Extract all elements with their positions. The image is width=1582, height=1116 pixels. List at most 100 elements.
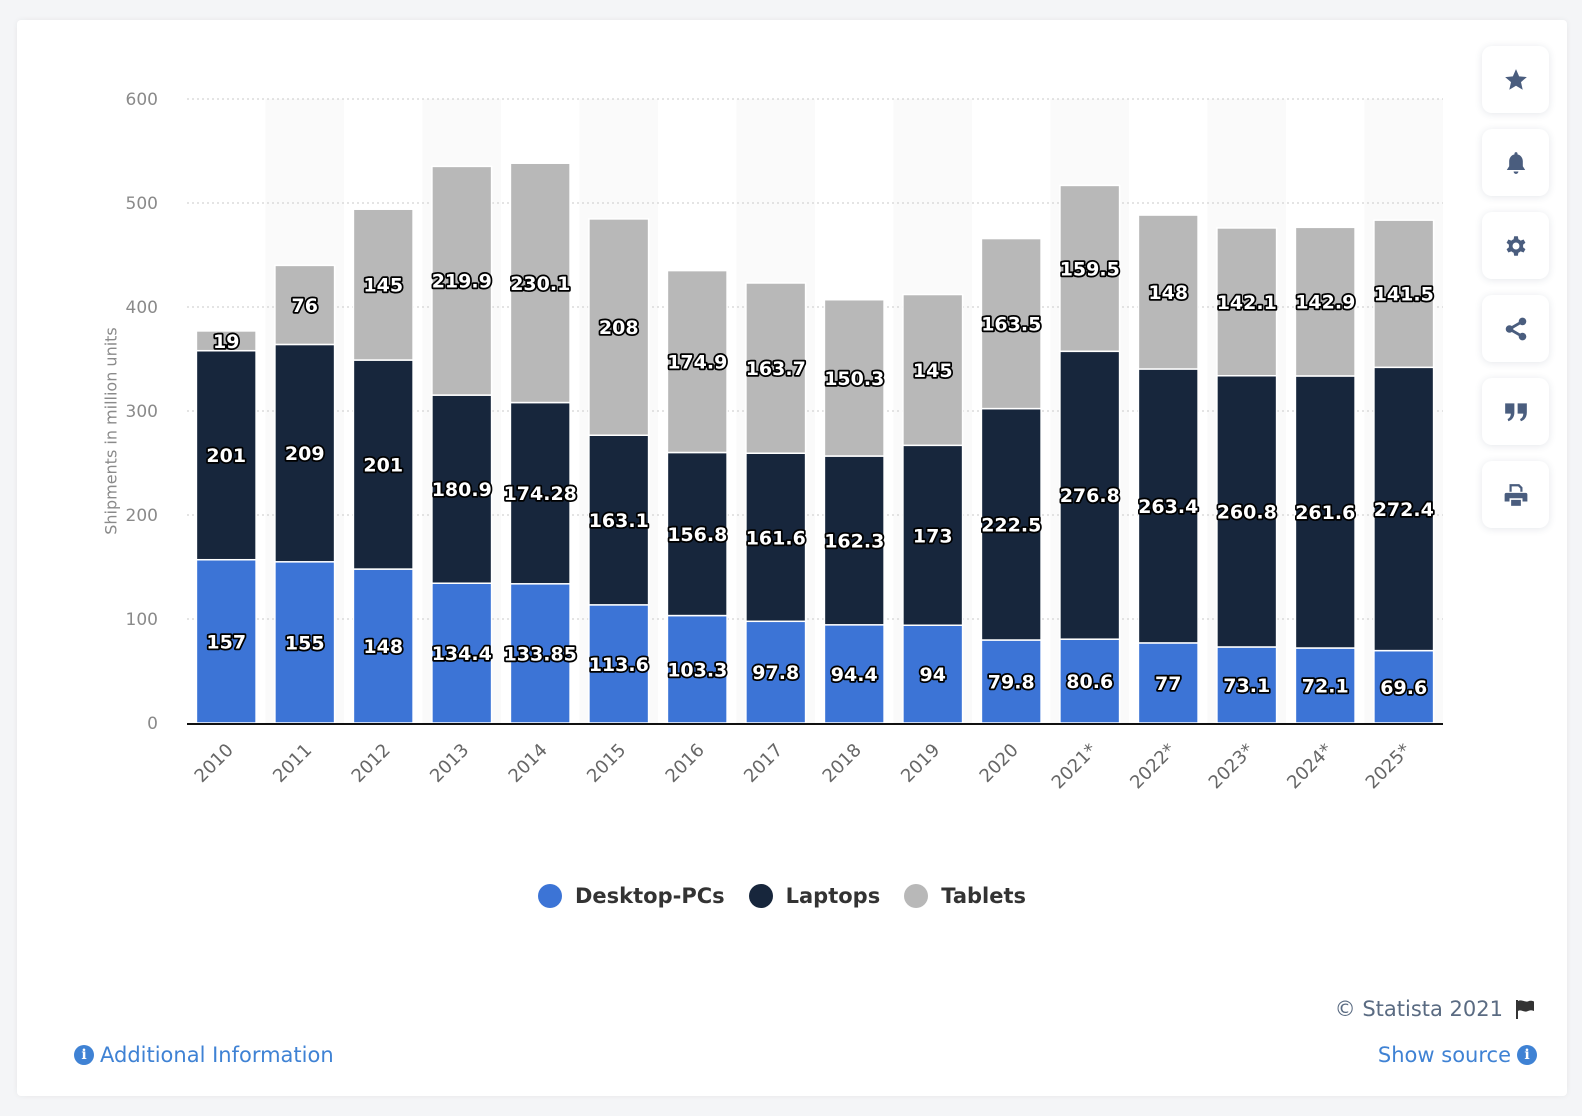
bar-segment-tablets[interactable] (588, 218, 650, 436)
y-tick-label: 200 (126, 506, 158, 526)
x-tick-label: 2021* (1048, 740, 1102, 794)
print-button[interactable] (1482, 461, 1549, 528)
y-tick-label: 400 (126, 298, 158, 318)
data-label: 276.8 (1060, 485, 1120, 507)
x-tick-label: 2020 (976, 740, 1023, 787)
data-label: 201 (363, 455, 403, 477)
bar-segment-desktop-pcs[interactable] (431, 582, 493, 724)
x-tick-label: 2014 (505, 740, 552, 787)
stacked-bar-chart: 0 100 200 300 400 500 600 157 201 19 155 209 76 148 20… (126, 90, 1443, 794)
bar-segment-tablets[interactable] (1059, 184, 1121, 353)
bar-segment-laptops[interactable] (431, 394, 493, 584)
bar-segment-tablets[interactable] (666, 269, 728, 454)
bar-segment-tablets[interactable] (823, 298, 885, 457)
data-label: 219.9 (432, 271, 492, 293)
favorite-button[interactable] (1482, 46, 1549, 113)
legend-item-desktop-pcs[interactable]: Desktop-PCs (537, 884, 725, 908)
legend-swatch-desktop-pcs (537, 884, 562, 908)
data-label: 222.5 (981, 514, 1041, 536)
data-label: 94.4 (831, 664, 878, 686)
data-label: 145 (913, 360, 953, 382)
data-label: 230.1 (510, 273, 570, 295)
data-label: 263.4 (1138, 496, 1198, 518)
bar-segment-desktop-pcs[interactable] (274, 561, 336, 724)
settings-button[interactable] (1482, 212, 1549, 279)
data-label: 155 (285, 632, 325, 654)
data-label: 148 (1148, 282, 1188, 304)
bar-segment-laptops[interactable] (745, 452, 807, 623)
data-label: 94 (920, 664, 946, 686)
data-label: 134.4 (432, 643, 492, 665)
bar-segment-tablets[interactable] (195, 330, 257, 352)
data-label: 272.4 (1374, 499, 1434, 521)
flag-icon[interactable] (1513, 997, 1537, 1021)
gear-icon (1506, 235, 1525, 256)
bar-segment-tablets[interactable] (1294, 226, 1356, 377)
quote-icon (1504, 402, 1527, 421)
data-label: 142.1 (1217, 292, 1277, 314)
data-label: 157 (206, 631, 246, 653)
bar-segment-tablets[interactable] (902, 293, 964, 447)
bar-segment-desktop-pcs[interactable] (1059, 638, 1121, 724)
bar-segment-laptops[interactable] (823, 455, 885, 626)
additional-information-link[interactable]: i Additional Information (74, 1043, 334, 1067)
data-label: 180.9 (432, 479, 492, 501)
data-label: 201 (206, 445, 246, 467)
bar-segment-desktop-pcs[interactable] (1294, 647, 1356, 724)
cite-button[interactable] (1482, 378, 1549, 445)
x-tick-label: 2011 (269, 740, 316, 787)
bar-segment-laptops[interactable] (980, 407, 1042, 641)
bar-segment-laptops[interactable] (902, 444, 964, 626)
x-tick-label: 2024* (1283, 740, 1337, 794)
bar-segment-laptops[interactable] (588, 434, 650, 606)
bar-segment-desktop-pcs[interactable] (666, 614, 728, 724)
bar-segment-tablets[interactable] (745, 282, 807, 454)
bar-segment-tablets[interactable] (352, 208, 414, 361)
data-label: 163.5 (981, 314, 1041, 336)
share-button[interactable] (1482, 295, 1549, 362)
data-label: 69.6 (1380, 677, 1427, 699)
notification-button[interactable] (1482, 129, 1549, 196)
bar-segment-desktop-pcs[interactable] (352, 568, 414, 724)
x-tick-label: 2017 (740, 740, 787, 787)
bar-segment-laptops[interactable] (195, 349, 257, 561)
bell-icon (1506, 151, 1525, 174)
data-label: 148 (363, 636, 403, 658)
x-tick-label: 2025* (1362, 740, 1416, 794)
legend-label: Tablets (941, 884, 1027, 908)
bar-segment-desktop-pcs[interactable] (1137, 642, 1199, 724)
bar-segment-tablets[interactable] (1373, 219, 1435, 369)
bar-segment-laptops[interactable] (1373, 366, 1435, 652)
bar-segment-tablets[interactable] (509, 162, 571, 404)
bar-segment-laptops[interactable] (1059, 350, 1121, 640)
bar-segment-tablets[interactable] (980, 237, 1042, 410)
show-source-link[interactable]: Show source i (1378, 1043, 1537, 1067)
bar-segment-laptops[interactable] (1216, 374, 1278, 648)
legend-item-tablets[interactable]: Tablets (904, 884, 1026, 908)
bar-segment-tablets[interactable] (1137, 214, 1199, 370)
data-label: 19 (213, 331, 239, 353)
bar-segment-laptops[interactable] (509, 401, 571, 585)
data-label: 72.1 (1302, 676, 1349, 698)
bar-segment-tablets[interactable] (274, 264, 336, 346)
data-label: 133.85 (504, 643, 577, 665)
bar-segment-tablets[interactable] (1216, 227, 1278, 377)
data-label: 73.1 (1223, 675, 1270, 697)
copyright-text: © Statista 2021 (1334, 997, 1503, 1021)
data-label: 150.3 (824, 368, 884, 390)
additional-information-label: Additional Information (100, 1043, 334, 1067)
data-label: 80.6 (1066, 671, 1113, 693)
x-tick-label: 2023* (1205, 740, 1259, 794)
data-label: 113.6 (589, 654, 649, 676)
info-icon: i (74, 1045, 94, 1065)
copyright: © Statista 2021 (1335, 997, 1537, 1021)
legend-item-laptops[interactable]: Laptops (748, 884, 880, 908)
x-tick-label: 2019 (897, 740, 944, 787)
bar-segment-tablets[interactable] (431, 165, 493, 396)
data-label: 163.1 (589, 510, 649, 532)
bar-segment-desktop-pcs[interactable] (509, 583, 571, 724)
data-label: 103.3 (667, 659, 727, 681)
x-tick-label: 2010 (191, 740, 238, 787)
bar-segment-laptops[interactable] (1137, 368, 1199, 644)
bar-segment-laptops[interactable] (352, 359, 414, 570)
